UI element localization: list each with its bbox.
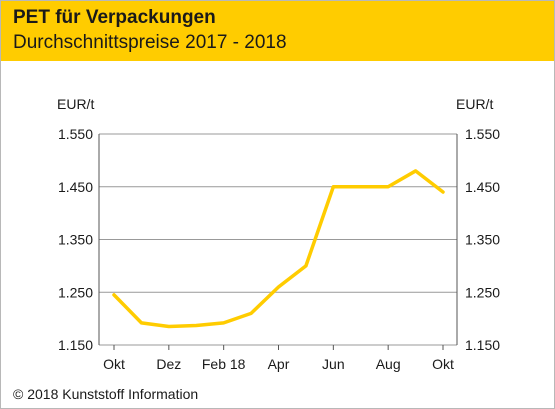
price-line <box>112 169 445 329</box>
x-tick-label: Aug <box>376 356 401 372</box>
copyright-note: © 2018 Kunststoff Information <box>13 386 199 402</box>
y-tick-label-left: 1.550 <box>58 126 93 142</box>
chart-subtitle: Durchschnittspreise 2017 - 2018 <box>13 32 287 53</box>
x-tick-label: Apr <box>268 356 290 372</box>
x-tick-label: Okt <box>103 356 125 372</box>
y-tick-label-left: 1.250 <box>58 284 93 300</box>
y-axis-unit-left: EUR/t <box>57 96 95 112</box>
y-tick-label-right: 1.350 <box>465 232 500 248</box>
y-axis-unit-right: EUR/t <box>456 96 494 112</box>
x-tick-label: Feb 18 <box>202 356 246 372</box>
x-tick-label: Jun <box>322 356 345 372</box>
chart-title: PET für Verpackungen <box>13 7 216 28</box>
y-tick-label-left: 1.150 <box>58 337 93 353</box>
y-tick-label-left: 1.450 <box>58 179 93 195</box>
y-tick-label-right: 1.250 <box>465 284 500 300</box>
x-tick-label: Okt <box>432 356 454 372</box>
y-tick-label-right: 1.150 <box>465 337 500 353</box>
y-tick-label-right: 1.450 <box>465 179 500 195</box>
x-tick-label: Dez <box>156 356 181 372</box>
header-band: PET für Verpackungen Durchschnittspreise… <box>1 1 554 61</box>
y-tick-label-left: 1.350 <box>58 232 93 248</box>
y-tick-label-right: 1.550 <box>465 126 500 142</box>
